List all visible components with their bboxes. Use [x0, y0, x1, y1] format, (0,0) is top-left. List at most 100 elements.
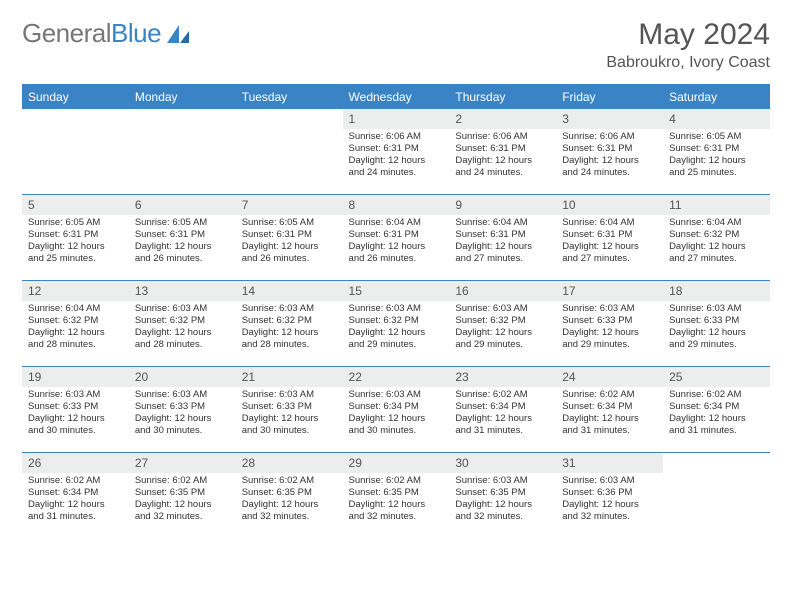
day-number: 15 [343, 281, 450, 301]
day-number: 31 [556, 453, 663, 473]
day-number: 23 [449, 367, 556, 387]
day-number: 28 [236, 453, 343, 473]
weekday-header: Thursday [449, 85, 556, 109]
calendar-cell: 1Sunrise: 6:06 AMSunset: 6:31 PMDaylight… [343, 109, 450, 195]
day-details: Sunrise: 6:05 AMSunset: 6:31 PMDaylight:… [236, 215, 343, 268]
logo-sail-icon [165, 23, 193, 45]
logo-text-gray: General [22, 18, 111, 49]
day-details: Sunrise: 6:02 AMSunset: 6:35 PMDaylight:… [236, 473, 343, 526]
day-details: Sunrise: 6:03 AMSunset: 6:32 PMDaylight:… [236, 301, 343, 354]
calendar-cell: 24Sunrise: 6:02 AMSunset: 6:34 PMDayligh… [556, 367, 663, 453]
day-details: Sunrise: 6:02 AMSunset: 6:34 PMDaylight:… [556, 387, 663, 440]
day-details: Sunrise: 6:04 AMSunset: 6:32 PMDaylight:… [22, 301, 129, 354]
calendar-cell: 26Sunrise: 6:02 AMSunset: 6:34 PMDayligh… [22, 453, 129, 539]
calendar-cell: 20Sunrise: 6:03 AMSunset: 6:33 PMDayligh… [129, 367, 236, 453]
day-number: 27 [129, 453, 236, 473]
day-number: 3 [556, 109, 663, 129]
day-details: Sunrise: 6:02 AMSunset: 6:35 PMDaylight:… [129, 473, 236, 526]
calendar-cell: 7Sunrise: 6:05 AMSunset: 6:31 PMDaylight… [236, 195, 343, 281]
calendar-cell: 27Sunrise: 6:02 AMSunset: 6:35 PMDayligh… [129, 453, 236, 539]
calendar-cell: 10Sunrise: 6:04 AMSunset: 6:31 PMDayligh… [556, 195, 663, 281]
day-details: Sunrise: 6:02 AMSunset: 6:34 PMDaylight:… [22, 473, 129, 526]
month-title: May 2024 [606, 18, 770, 52]
calendar-cell: 19Sunrise: 6:03 AMSunset: 6:33 PMDayligh… [22, 367, 129, 453]
weekday-header: Sunday [22, 85, 129, 109]
calendar-cell: 25Sunrise: 6:02 AMSunset: 6:34 PMDayligh… [663, 367, 770, 453]
weekday-header: Saturday [663, 85, 770, 109]
day-number: 8 [343, 195, 450, 215]
day-details: Sunrise: 6:03 AMSunset: 6:32 PMDaylight:… [129, 301, 236, 354]
day-details: Sunrise: 6:06 AMSunset: 6:31 PMDaylight:… [343, 129, 450, 182]
calendar-body: 1Sunrise: 6:06 AMSunset: 6:31 PMDaylight… [22, 109, 770, 539]
calendar-cell: 4Sunrise: 6:05 AMSunset: 6:31 PMDaylight… [663, 109, 770, 195]
calendar-cell: 23Sunrise: 6:02 AMSunset: 6:34 PMDayligh… [449, 367, 556, 453]
day-number: 7 [236, 195, 343, 215]
day-number: 16 [449, 281, 556, 301]
day-details: Sunrise: 6:03 AMSunset: 6:33 PMDaylight:… [236, 387, 343, 440]
calendar-cell [129, 109, 236, 195]
calendar-cell: 8Sunrise: 6:04 AMSunset: 6:31 PMDaylight… [343, 195, 450, 281]
calendar-cell: 3Sunrise: 6:06 AMSunset: 6:31 PMDaylight… [556, 109, 663, 195]
day-number: 19 [22, 367, 129, 387]
day-number: 17 [556, 281, 663, 301]
calendar-cell: 16Sunrise: 6:03 AMSunset: 6:32 PMDayligh… [449, 281, 556, 367]
day-number: 18 [663, 281, 770, 301]
weekday-header: Tuesday [236, 85, 343, 109]
calendar-cell: 11Sunrise: 6:04 AMSunset: 6:32 PMDayligh… [663, 195, 770, 281]
calendar-cell: 21Sunrise: 6:03 AMSunset: 6:33 PMDayligh… [236, 367, 343, 453]
header: GeneralBlue May 2024 Babroukro, Ivory Co… [22, 18, 770, 72]
calendar-cell: 29Sunrise: 6:02 AMSunset: 6:35 PMDayligh… [343, 453, 450, 539]
day-details: Sunrise: 6:03 AMSunset: 6:32 PMDaylight:… [343, 301, 450, 354]
weekday-header: Friday [556, 85, 663, 109]
day-number: 20 [129, 367, 236, 387]
weekday-header: Monday [129, 85, 236, 109]
day-number: 26 [22, 453, 129, 473]
day-number: 25 [663, 367, 770, 387]
day-details: Sunrise: 6:03 AMSunset: 6:32 PMDaylight:… [449, 301, 556, 354]
day-number: 4 [663, 109, 770, 129]
day-details: Sunrise: 6:05 AMSunset: 6:31 PMDaylight:… [22, 215, 129, 268]
day-details: Sunrise: 6:03 AMSunset: 6:36 PMDaylight:… [556, 473, 663, 526]
calendar-cell: 13Sunrise: 6:03 AMSunset: 6:32 PMDayligh… [129, 281, 236, 367]
logo: GeneralBlue [22, 18, 193, 49]
day-number: 24 [556, 367, 663, 387]
day-details: Sunrise: 6:03 AMSunset: 6:33 PMDaylight:… [556, 301, 663, 354]
day-number: 12 [22, 281, 129, 301]
day-details: Sunrise: 6:05 AMSunset: 6:31 PMDaylight:… [663, 129, 770, 182]
day-number: 14 [236, 281, 343, 301]
weekday-header: Wednesday [343, 85, 450, 109]
day-number: 1 [343, 109, 450, 129]
day-number: 5 [22, 195, 129, 215]
day-details: Sunrise: 6:04 AMSunset: 6:31 PMDaylight:… [343, 215, 450, 268]
calendar-cell [236, 109, 343, 195]
calendar-cell: 17Sunrise: 6:03 AMSunset: 6:33 PMDayligh… [556, 281, 663, 367]
calendar-cell: 15Sunrise: 6:03 AMSunset: 6:32 PMDayligh… [343, 281, 450, 367]
day-details: Sunrise: 6:04 AMSunset: 6:31 PMDaylight:… [449, 215, 556, 268]
calendar-head: SundayMondayTuesdayWednesdayThursdayFrid… [22, 85, 770, 109]
day-details: Sunrise: 6:06 AMSunset: 6:31 PMDaylight:… [449, 129, 556, 182]
day-details: Sunrise: 6:03 AMSunset: 6:35 PMDaylight:… [449, 473, 556, 526]
day-details: Sunrise: 6:02 AMSunset: 6:34 PMDaylight:… [663, 387, 770, 440]
day-details: Sunrise: 6:03 AMSunset: 6:33 PMDaylight:… [22, 387, 129, 440]
calendar-table: SundayMondayTuesdayWednesdayThursdayFrid… [22, 84, 770, 539]
day-number: 9 [449, 195, 556, 215]
calendar-cell: 2Sunrise: 6:06 AMSunset: 6:31 PMDaylight… [449, 109, 556, 195]
day-number: 29 [343, 453, 450, 473]
calendar-cell: 6Sunrise: 6:05 AMSunset: 6:31 PMDaylight… [129, 195, 236, 281]
day-details: Sunrise: 6:03 AMSunset: 6:34 PMDaylight:… [343, 387, 450, 440]
calendar-cell: 5Sunrise: 6:05 AMSunset: 6:31 PMDaylight… [22, 195, 129, 281]
calendar-cell: 30Sunrise: 6:03 AMSunset: 6:35 PMDayligh… [449, 453, 556, 539]
day-details: Sunrise: 6:04 AMSunset: 6:31 PMDaylight:… [556, 215, 663, 268]
day-number: 13 [129, 281, 236, 301]
calendar-cell [22, 109, 129, 195]
day-number: 10 [556, 195, 663, 215]
day-number: 21 [236, 367, 343, 387]
day-number: 22 [343, 367, 450, 387]
calendar-cell: 12Sunrise: 6:04 AMSunset: 6:32 PMDayligh… [22, 281, 129, 367]
day-number: 2 [449, 109, 556, 129]
day-number: 6 [129, 195, 236, 215]
day-number: 11 [663, 195, 770, 215]
day-details: Sunrise: 6:02 AMSunset: 6:35 PMDaylight:… [343, 473, 450, 526]
calendar-cell: 22Sunrise: 6:03 AMSunset: 6:34 PMDayligh… [343, 367, 450, 453]
day-details: Sunrise: 6:03 AMSunset: 6:33 PMDaylight:… [129, 387, 236, 440]
